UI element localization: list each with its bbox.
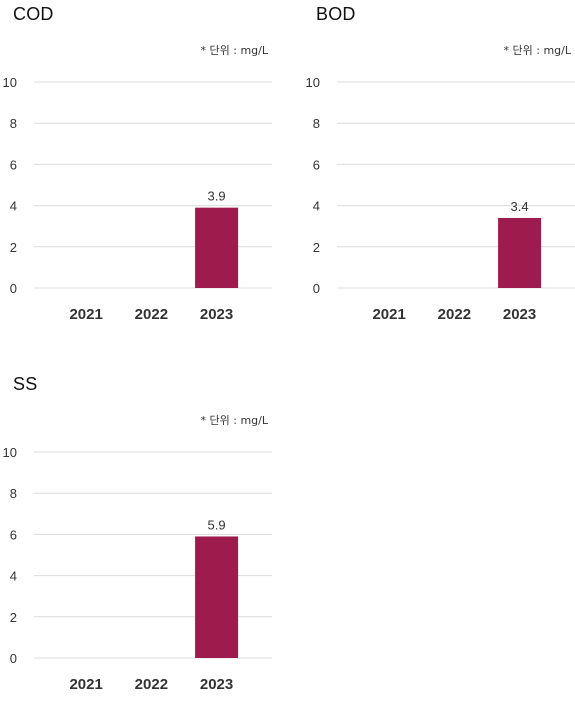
chart-panel-cod: COD * 단위 : mg/L 0 2 4 6 8 10 2021 2022 3.9 2023 — [0, 0, 290, 340]
y-tick-label: 0 — [10, 651, 17, 666]
y-tick-label: 8 — [10, 486, 17, 501]
unit-note: * 단위 : mg/L — [503, 44, 571, 57]
chart-title: COD — [13, 4, 54, 24]
y-tick-label: 10 — [306, 75, 320, 90]
x-tick-label: 2021 — [69, 676, 102, 693]
x-tick-label: 2023 — [503, 306, 536, 323]
y-tick-label: 8 — [313, 116, 320, 131]
bar — [498, 217, 542, 288]
x-tick-label: 2022 — [135, 306, 168, 323]
x-tick-label: 2021 — [69, 306, 102, 323]
y-tick-label: 0 — [10, 281, 17, 296]
y-tick-label: 6 — [10, 527, 17, 542]
unit-note: * 단위 : mg/L — [200, 44, 268, 57]
y-tick-label: 10 — [3, 445, 17, 460]
x-tick-label: 2021 — [372, 306, 405, 323]
y-tick-label: 2 — [10, 240, 17, 255]
y-tick-label: 10 — [3, 75, 17, 90]
chart-plot: 0 2 4 6 8 10 2021 2022 3.9 2023 — [3, 75, 272, 323]
y-tick-label: 6 — [313, 157, 320, 172]
x-tick-label: 2023 — [200, 676, 233, 693]
x-tick-label: 2022 — [438, 306, 471, 323]
y-tick-label: 4 — [10, 199, 17, 214]
data-label: 3.4 — [511, 199, 529, 214]
y-tick-label: 2 — [10, 610, 17, 625]
chart-plot: 0 2 4 6 8 10 2021 2022 5.9 2023 — [3, 445, 272, 693]
data-label: 3.9 — [208, 189, 226, 204]
y-tick-label: 6 — [10, 157, 17, 172]
y-tick-label: 2 — [313, 240, 320, 255]
bar — [195, 536, 239, 658]
y-tick-label: 8 — [10, 116, 17, 131]
x-tick-label: 2022 — [135, 676, 168, 693]
chart-panel-ss: SS * 단위 : mg/L 0 2 4 6 8 10 2021 2022 5.9 2023 — [0, 370, 290, 710]
x-tick-label: 2023 — [200, 306, 233, 323]
bar — [195, 207, 239, 288]
data-label: 5.9 — [208, 517, 226, 532]
unit-note: * 단위 : mg/L — [200, 414, 268, 427]
chart-title: BOD — [316, 4, 356, 24]
chart-title: SS — [13, 374, 38, 394]
chart-panel-bod: BOD * 단위 : mg/L 0 2 4 6 8 10 2021 2022 3.4 2023 — [303, 0, 575, 340]
y-tick-label: 0 — [313, 281, 320, 296]
chart-plot: 0 2 4 6 8 10 2021 2022 3.4 2023 — [306, 75, 575, 323]
y-tick-label: 4 — [10, 569, 17, 584]
y-tick-label: 4 — [313, 199, 320, 214]
